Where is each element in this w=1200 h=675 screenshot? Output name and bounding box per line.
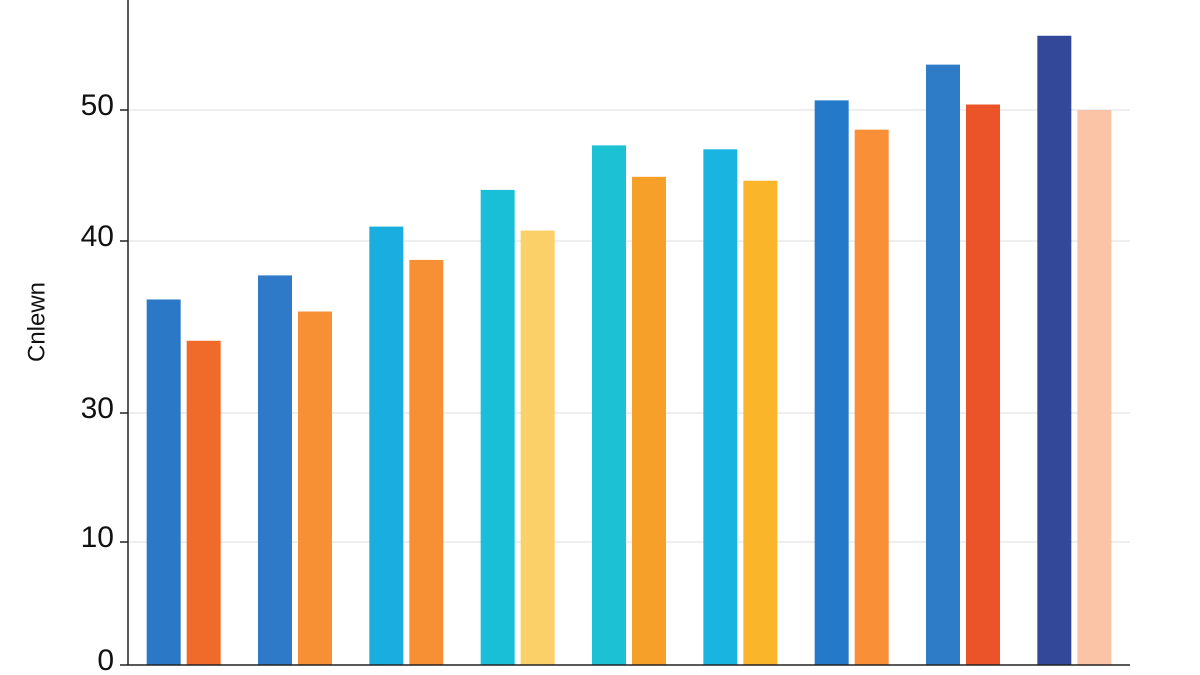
y-tick-label: 50	[81, 89, 114, 122]
bar	[632, 176, 666, 665]
y-axis-label: Cnlewn	[23, 282, 50, 362]
bar	[703, 149, 738, 666]
bar	[1037, 35, 1072, 665]
bar	[966, 104, 1000, 665]
y-tick-label: 0	[97, 644, 114, 675]
bar	[592, 145, 626, 665]
bar	[369, 226, 404, 665]
bar	[409, 259, 444, 665]
bar	[743, 180, 778, 666]
bar	[258, 275, 292, 665]
bar	[926, 64, 960, 665]
bar	[814, 100, 849, 665]
bar	[854, 129, 889, 665]
bar	[186, 340, 221, 665]
bar	[298, 311, 332, 665]
bar	[520, 230, 555, 665]
y-tick-label: 10	[81, 521, 114, 554]
y-tick-label: 30	[81, 392, 114, 425]
bar	[146, 299, 181, 665]
y-tick-label: 40	[81, 220, 114, 253]
bar	[1077, 110, 1112, 665]
bar	[480, 189, 515, 665]
